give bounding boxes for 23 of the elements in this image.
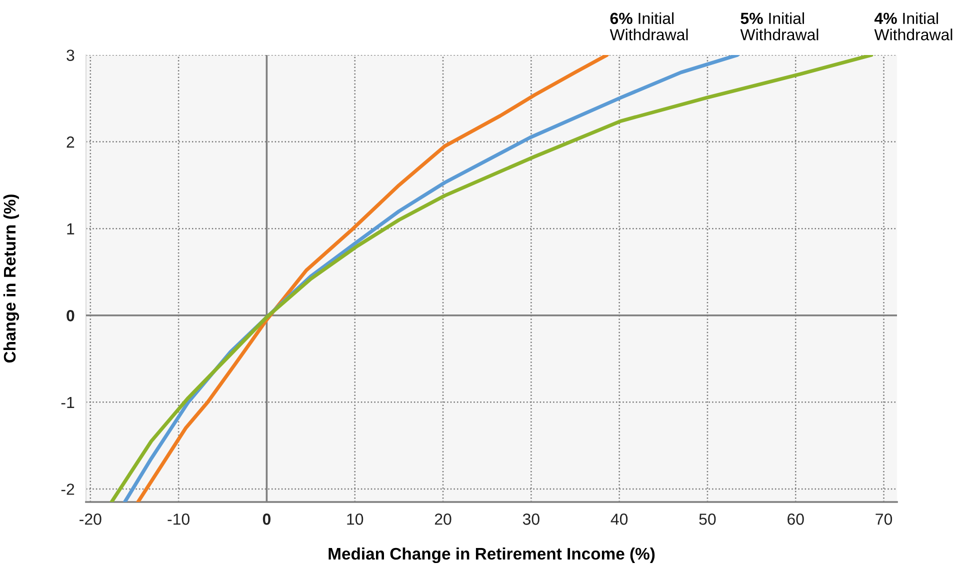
x-tick-label: 20 xyxy=(434,514,452,525)
x-tick-label: -10 xyxy=(168,514,190,525)
line-series xyxy=(110,55,874,502)
x-tick-label: 40 xyxy=(610,514,628,525)
series-label: 5% Initial Withdrawal xyxy=(740,12,818,40)
x-axis-title: Median Change in Retirement Income (%) xyxy=(328,547,655,564)
x-tick-label: 0 xyxy=(262,514,270,525)
y-tick-label: 0 xyxy=(66,310,74,322)
series-label: 6% Initial Withdrawal xyxy=(610,12,688,40)
x-tick-label: 10 xyxy=(347,514,364,525)
series-label: 4% Initial Withdrawal xyxy=(874,12,952,40)
y-tick-label: 2 xyxy=(66,136,74,148)
x-tick-label: 50 xyxy=(699,514,716,525)
y-axis-title: Change in Return (%) xyxy=(3,194,20,363)
line-series xyxy=(136,55,609,502)
y-tick-label: -2 xyxy=(61,484,74,495)
x-tick-label: -20 xyxy=(80,514,102,525)
x-tick-label: 70 xyxy=(876,514,892,525)
y-tick-label: -1 xyxy=(61,396,74,408)
y-tick-label: 1 xyxy=(67,223,74,234)
x-tick-label: 60 xyxy=(788,514,804,525)
x-tick-label: 30 xyxy=(522,514,540,525)
y-tick-label: 3 xyxy=(66,50,74,61)
